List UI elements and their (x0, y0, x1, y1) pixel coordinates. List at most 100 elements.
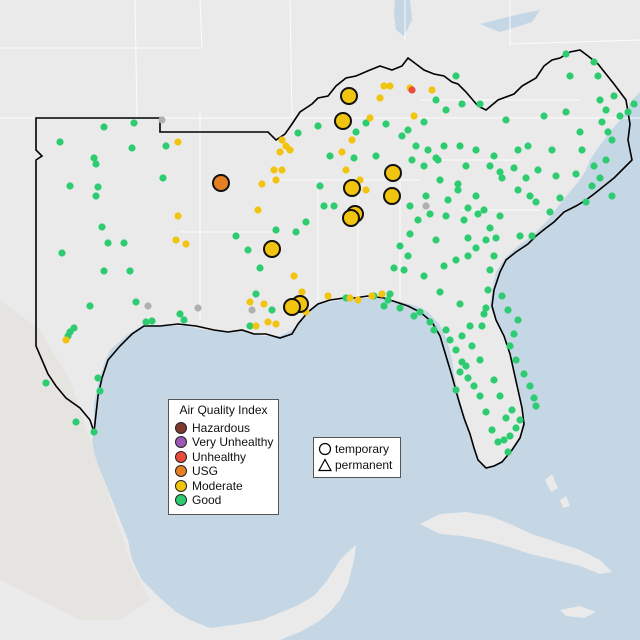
monitor-dot-good (480, 206, 488, 214)
monitor-dot-good (468, 342, 476, 350)
monitor-dot-good (522, 174, 530, 182)
legend-label-hazardous: Hazardous (192, 421, 251, 435)
legend-row-temporary: temporary (318, 442, 389, 456)
monitor-dot-good (104, 239, 112, 247)
monitor-dot-good (486, 162, 494, 170)
monitor-dot-moderate (338, 148, 346, 156)
monitor-dot-good (326, 152, 334, 160)
monitor-dot-good (96, 387, 104, 395)
unhealthy-swatch (175, 451, 187, 463)
monitor-dot-good (616, 112, 624, 120)
monitor-dot-good (268, 306, 276, 314)
monitor-dot-good (502, 116, 510, 124)
monitor-dot-good (596, 174, 604, 182)
legend-row-very-unhealthy: Very Unhealthy (175, 435, 273, 449)
monitor-dot-moderate (286, 146, 294, 154)
monitor-dot-good (350, 154, 358, 162)
monitor-dot-good (530, 394, 538, 402)
monitor-dot-good (486, 266, 494, 274)
large-marker-moderate (384, 164, 402, 182)
monitor-dot-good (590, 58, 598, 66)
legend-row-moderate: Moderate (175, 479, 243, 493)
legend-label-moderate: Moderate (192, 479, 243, 493)
monitor-dot-moderate (380, 82, 388, 90)
monitor-dot-moderate (368, 292, 376, 300)
monitor-dot-good (314, 122, 322, 130)
monitor-dot-good (630, 100, 638, 108)
large-marker-moderate (383, 187, 401, 205)
monitor-dot-good (396, 304, 404, 312)
large-monitor-markers (212, 87, 402, 316)
large-marker-moderate (343, 179, 361, 197)
monitor-dot-good (162, 142, 170, 150)
monitor-dot-good (490, 252, 498, 260)
monitor-dot-good (382, 120, 390, 128)
monitor-dot-good (546, 208, 554, 216)
monitor-dot-good (510, 330, 518, 338)
lake-michigan (394, 0, 412, 36)
monitor-dot-moderate (258, 180, 266, 188)
monitor-type-legend: temporary permanent (313, 437, 401, 478)
monitor-dot-moderate (174, 212, 182, 220)
monitor-dot-good (442, 106, 450, 114)
monitor-dot-good (404, 126, 412, 134)
monitor-dot-good (86, 302, 94, 310)
legend-label-good: Good (192, 493, 222, 507)
monitor-dot-moderate (290, 272, 298, 280)
monitor-dot-good (588, 182, 596, 190)
legend-label-very-unhealthy: Very Unhealthy (192, 435, 274, 449)
legend-label-permanent: permanent (335, 458, 393, 472)
monitor-dot-good (582, 198, 590, 206)
monitor-dot-good (132, 298, 140, 306)
legend-title: Air Quality Index (179, 403, 268, 417)
monitor-dot-good (590, 162, 598, 170)
monitor-dot-good (120, 239, 128, 247)
monitor-dot-good (524, 142, 532, 150)
monitor-dot-good (420, 272, 428, 280)
monitor-dot-nodata (194, 304, 202, 312)
monitor-dot-good (456, 142, 464, 150)
usg-swatch (175, 465, 187, 477)
monitor-dot-good (452, 346, 460, 354)
monitor-dot-good (526, 382, 534, 390)
monitor-dot-good (272, 226, 280, 234)
monitor-dot-good (416, 308, 424, 316)
monitor-dot-good (454, 180, 462, 188)
monitor-dot-good (294, 129, 302, 137)
monitor-dot-good (494, 438, 502, 446)
monitor-dot-good (504, 448, 512, 456)
monitor-dot-good (90, 154, 98, 162)
monitor-dot-good (452, 256, 460, 264)
monitor-dot-moderate (428, 86, 436, 94)
monitor-dot-good (42, 379, 50, 387)
monitor-dot-moderate (254, 206, 262, 214)
monitor-dot-good (456, 368, 464, 376)
monitor-dot-good (548, 146, 556, 154)
monitor-dot-good (292, 228, 300, 236)
monitor-dot-moderate (276, 148, 284, 156)
monitor-dot-good (504, 306, 512, 314)
monitor-dot-good (598, 118, 606, 126)
monitor-dot-good (426, 210, 434, 218)
monitor-dot-good (180, 316, 188, 324)
monitor-dot-good (390, 264, 398, 272)
monitor-dot-good (434, 156, 442, 164)
mexico-relief (0, 300, 150, 620)
monitor-dot-good (496, 212, 504, 220)
monitor-dot-good (464, 252, 472, 260)
monitor-dot-good (372, 152, 380, 160)
monitor-dot-good (426, 318, 434, 326)
monitor-dot-moderate (174, 138, 182, 146)
monitor-dot-good (412, 142, 420, 150)
monitor-dot-good (608, 136, 616, 144)
monitor-dot-good (514, 316, 522, 324)
moderate-swatch (175, 480, 187, 492)
monitor-dot-unhealthy (408, 86, 416, 94)
monitor-dots (42, 50, 638, 456)
legend-row-usg: USG (175, 464, 218, 478)
monitor-dot-good (498, 174, 506, 182)
monitor-dot-good (92, 192, 100, 200)
monitor-dot-good (562, 50, 570, 58)
monitor-dot-good (528, 232, 536, 240)
monitor-dot-good (456, 300, 464, 308)
